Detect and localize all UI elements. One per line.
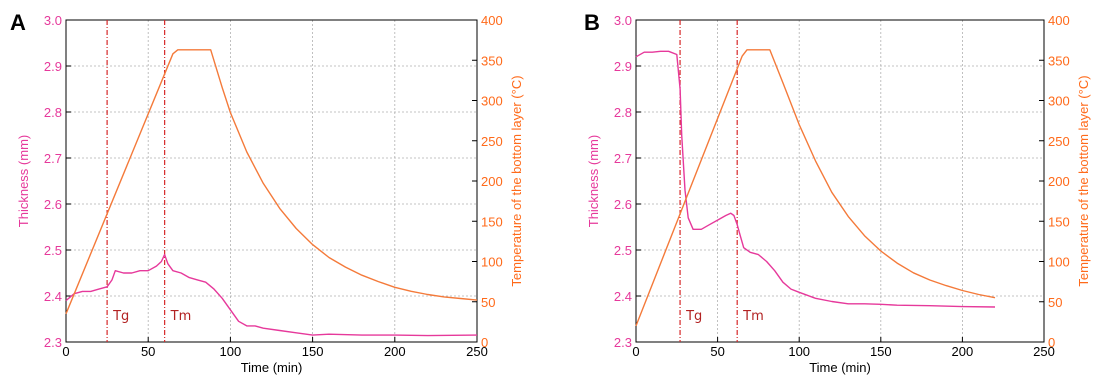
y-right-tick-label: 400	[481, 13, 503, 28]
y-right-axis-title: Temperature of the bottom layer (°C)	[509, 75, 524, 286]
chart-panel-a: 0 50 100 150 200 250 2.3 2.4 2.5 2.6 2.7 2.8 2.9 3.0 0…	[10, 10, 524, 375]
panel-label: B	[584, 10, 600, 35]
marker-label-tm: Tm	[170, 309, 192, 324]
y-left-tick-label: 2.5	[44, 243, 62, 258]
panel-label: A	[10, 10, 26, 35]
y-right-tick-label: 100	[1048, 255, 1070, 270]
y-left-tick-label: 3.0	[44, 13, 62, 28]
x-tick-label: 0	[632, 344, 639, 359]
y-left-tick-label: 2.8	[614, 105, 632, 120]
y-left-tick-label: 2.7	[614, 151, 632, 166]
y-left-axis-title: Thickness (mm)	[16, 135, 31, 227]
y-right-tick-label: 50	[481, 295, 495, 310]
y-right-tick-label: 0	[481, 335, 488, 350]
y-left-tick-label: 2.6	[614, 197, 632, 212]
marker-label-tg: Tg	[112, 309, 129, 324]
y-right-tick-label: 100	[481, 255, 503, 270]
y-right-tick-label: 200	[1048, 174, 1070, 189]
y-left-tick-label: 2.4	[44, 289, 62, 304]
y-left-axis-title: Thickness (mm)	[586, 135, 601, 227]
thickness-series-line	[636, 51, 995, 307]
x-tick-label: 200	[384, 344, 406, 359]
y-left-tick-label: 2.6	[44, 197, 62, 212]
y-left-tick-label: 2.5	[614, 243, 632, 258]
y-left-tick-label: 2.3	[614, 335, 632, 350]
y-right-tick-label: 200	[481, 174, 503, 189]
x-tick-label: 50	[710, 344, 724, 359]
temperature-series-line	[66, 50, 477, 314]
y-right-tick-label: 50	[1048, 295, 1062, 310]
y-left-tick-label: 3.0	[614, 13, 632, 28]
marker-label-tg: Tg	[685, 309, 702, 324]
y-left-tick-label: 2.4	[614, 289, 632, 304]
x-tick-label: 50	[141, 344, 155, 359]
x-tick-label: 200	[952, 344, 974, 359]
y-left-tick-label: 2.9	[44, 59, 62, 74]
x-axis-title: Time (min)	[809, 360, 871, 375]
chart-panel-b: 0 50 100 150 200 250 2.3 2.4 2.5 2.6 2.7 2.8 2.9 3.0 0…	[584, 10, 1091, 375]
y-right-tick-label: 400	[1048, 13, 1070, 28]
temperature-series-line	[636, 50, 995, 326]
x-tick-label: 150	[302, 344, 324, 359]
plot-frame	[636, 20, 1044, 342]
y-right-tick-label: 300	[481, 94, 503, 109]
plot-frame	[66, 20, 477, 342]
x-tick-label: 100	[220, 344, 242, 359]
y-right-axis-title: Temperature of the bottom layer (°C)	[1076, 75, 1091, 286]
y-right-tick-label: 300	[1048, 94, 1070, 109]
y-right-tick-label: 150	[481, 214, 503, 229]
x-tick-label: 100	[788, 344, 810, 359]
y-left-tick-label: 2.7	[44, 151, 62, 166]
y-left-tick-label: 2.3	[44, 335, 62, 350]
y-right-tick-label: 250	[1048, 134, 1070, 149]
y-right-tick-label: 150	[1048, 214, 1070, 229]
x-tick-label: 150	[870, 344, 892, 359]
y-right-tick-label: 0	[1048, 335, 1055, 350]
y-right-tick-label: 350	[1048, 53, 1070, 68]
y-left-tick-label: 2.9	[614, 59, 632, 74]
y-left-tick-label: 2.8	[44, 105, 62, 120]
marker-label-tm: Tm	[742, 309, 764, 324]
x-axis-title: Time (min)	[241, 360, 303, 375]
y-right-tick-label: 350	[481, 53, 503, 68]
x-tick-label: 0	[62, 344, 69, 359]
y-right-tick-label: 250	[481, 134, 503, 149]
